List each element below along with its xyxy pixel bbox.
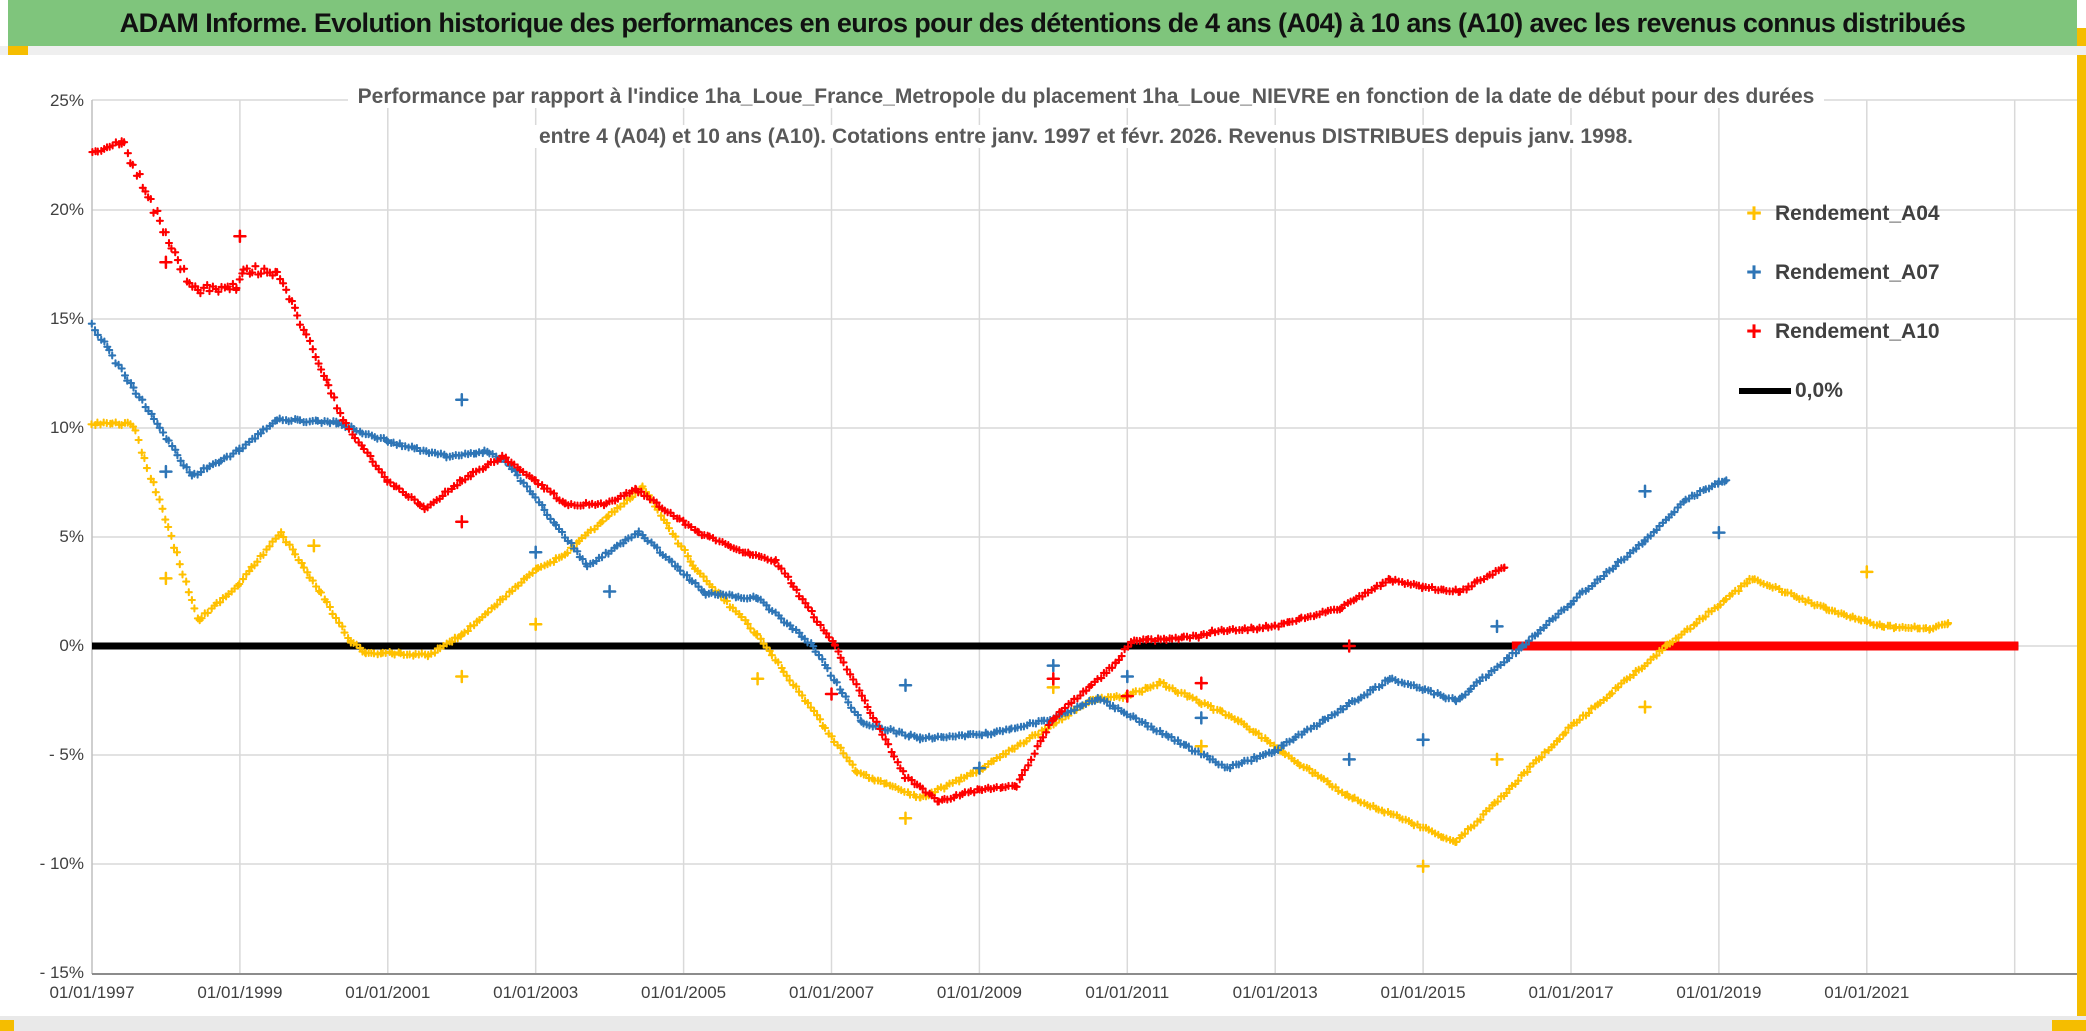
x-tick-2011: 01/01/2011: [1085, 983, 1170, 1002]
x-tick-2013: 01/01/2013: [1232, 983, 1318, 1002]
gold-accent-bottom-right: [2052, 1020, 2086, 1031]
legend-item-rendement-a07: + Rendement_A07: [1737, 243, 2079, 302]
x-tick-2003: 01/01/2003: [493, 983, 579, 1002]
bottom-scroll-strip: [0, 1016, 2086, 1031]
chart-title-line1: Performance par rapport à l'indice 1ha_L…: [92, 83, 2080, 111]
x-tick-2021: 01/01/2021: [1824, 983, 1910, 1002]
legend-line-marker-icon: [1739, 387, 1791, 394]
y-tick-25: 25%: [49, 91, 84, 110]
series-rendement_a07: [87, 319, 1731, 773]
legend-item-0-0-: 0,0%: [1737, 361, 2079, 420]
x-tick-1999: 01/01/1999: [197, 983, 283, 1002]
x-tick-2017: 01/01/2017: [1528, 983, 1614, 1002]
series-rendement_a10: [88, 137, 1509, 806]
x-tick-2015: 01/01/2015: [1380, 983, 1466, 1002]
y-tick--15: - 15%: [39, 963, 84, 982]
y-tick-20: 20%: [49, 200, 84, 219]
legend-item-rendement-a04: + Rendement_A04: [1737, 184, 2079, 243]
chart-title-line2: entre 4 (A04) et 10 ans (A10). Cotations…: [92, 123, 2080, 151]
y-tick-15: 15%: [49, 309, 84, 328]
legend-label: Rendement_A10: [1775, 319, 1940, 343]
y-tick--10: - 10%: [39, 854, 84, 873]
header-divider-strip: [0, 46, 2086, 55]
y-tick-0: 0%: [59, 636, 84, 655]
gold-accent-bottom-left: [0, 1020, 14, 1031]
x-tick-2005: 01/01/2005: [641, 983, 727, 1002]
x-tick-2007: 01/01/2007: [788, 983, 875, 1002]
series-rendement_a04: [87, 418, 1953, 847]
chart-legend: + Rendement_A04 + Rendement_A07 + Rendement_A…: [1737, 184, 2079, 420]
y-tick-5: 5%: [59, 527, 84, 546]
outliers-rendement_a07: [159, 392, 1726, 775]
gold-accent-top-left: [8, 46, 28, 55]
x-tick-1997: 01/01/1997: [49, 983, 135, 1002]
outliers-rendement_a10: [159, 229, 1356, 703]
legend-plus-marker-icon: +: [1746, 316, 1762, 346]
x-tick-2009: 01/01/2009: [936, 983, 1022, 1002]
legend-label: 0,0%: [1795, 378, 1843, 402]
y-tick-10: 10%: [49, 418, 84, 437]
y-tick--5: - 5%: [49, 745, 84, 764]
sheet-header-title: ADAM Informe. Evolution historique des p…: [119, 7, 1966, 38]
outliers-rendement_a04: [159, 538, 1874, 873]
legend-item-rendement-a10: + Rendement_A10: [1737, 302, 2079, 361]
legend-label: Rendement_A04: [1775, 201, 1940, 225]
sheet-header-banner: ADAM Informe. Evolution historique des p…: [8, 0, 2077, 46]
gold-accent-right-strip: [2077, 28, 2086, 1031]
x-tick-2019: 01/01/2019: [1676, 983, 1762, 1002]
legend-plus-marker-icon: +: [1746, 257, 1762, 287]
legend-plus-marker-icon: +: [1746, 198, 1762, 228]
legend-label: Rendement_A07: [1775, 260, 1940, 284]
x-tick-2001: 01/01/2001: [345, 983, 431, 1002]
